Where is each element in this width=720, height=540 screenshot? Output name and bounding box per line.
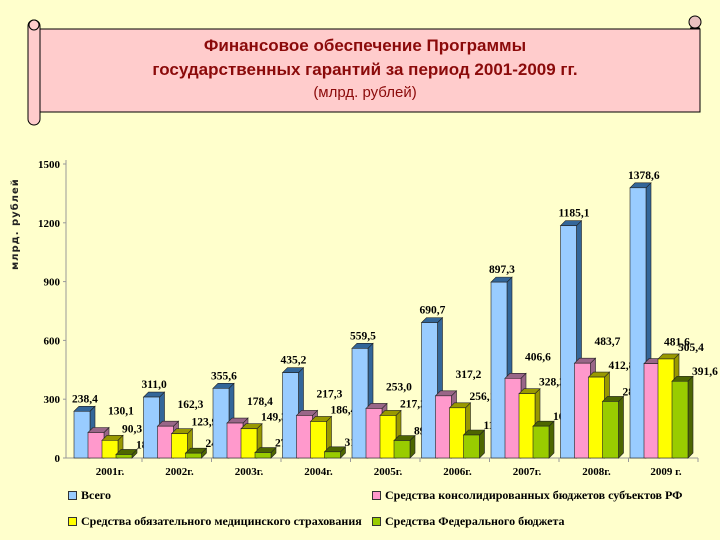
- data-label: 186,4: [331, 404, 357, 416]
- title-units: (млрд. рублей): [313, 84, 417, 101]
- x-tick-label: 2003г.: [235, 466, 264, 478]
- data-label: 130,1: [108, 406, 134, 418]
- data-label: 178,4: [247, 396, 273, 408]
- bar: [87, 432, 105, 459]
- bar: [560, 225, 577, 459]
- data-label: 149,3: [261, 412, 287, 424]
- bar: [379, 415, 397, 459]
- legend-label: Всего: [81, 488, 111, 502]
- x-tick-label: 2006г.: [443, 466, 472, 478]
- bar: [393, 440, 411, 459]
- data-label: 391,6: [692, 366, 718, 378]
- bar: [671, 380, 689, 459]
- bar: [518, 393, 536, 459]
- legend-label: Средства обязательного медицинского стра…: [81, 514, 362, 528]
- bar: [490, 281, 508, 459]
- x-tick-label: 2008г.: [582, 466, 611, 478]
- data-label: 328,2: [539, 377, 565, 389]
- data-label: 690,7: [420, 305, 446, 317]
- data-label: 505,4: [678, 342, 704, 354]
- bar: [657, 358, 675, 459]
- x-tick-label: 2002г.: [165, 466, 194, 478]
- bar: [171, 433, 188, 459]
- bar: [157, 425, 174, 459]
- legend-label: Средства консолидированных бюджетов субъ…: [385, 488, 683, 502]
- legend-item-federal: Средства Федерального бюджета: [372, 514, 565, 529]
- data-label: 483,7: [595, 336, 621, 348]
- bar: [143, 396, 160, 459]
- data-label: 311,0: [142, 379, 167, 391]
- data-label: 162,3: [178, 399, 204, 411]
- bar: [296, 415, 313, 459]
- legend-item-regional: Средства консолидированных бюджетов субъ…: [372, 488, 682, 503]
- data-label: 1185,1: [559, 208, 590, 220]
- bar: [226, 422, 244, 459]
- bar: [101, 440, 119, 459]
- x-tick-label: 2007г.: [513, 466, 542, 478]
- bar: [602, 401, 619, 459]
- bar: [115, 454, 133, 459]
- data-label: 355,6: [211, 370, 237, 382]
- title-scroll-banner: [27, 15, 702, 126]
- bar: [310, 421, 327, 459]
- bar: [365, 408, 383, 459]
- legend-item-total: Всего: [68, 488, 111, 503]
- legend-swatch-green-icon: [372, 517, 381, 526]
- y-tick-label: 1200: [38, 218, 61, 230]
- bar: [449, 407, 466, 459]
- x-tick-label: 2004г.: [304, 466, 333, 478]
- bar: [574, 362, 591, 459]
- title-line-2: государственных гарантий за период 2001-…: [152, 60, 578, 79]
- data-label: 897,3: [489, 264, 515, 276]
- bar: [532, 425, 550, 459]
- legend-label: Средства Федерального бюджета: [385, 514, 565, 528]
- bar: [240, 428, 258, 459]
- data-label: 412,8: [609, 360, 635, 372]
- y-tick-label: 1500: [38, 159, 61, 171]
- bar: [435, 395, 452, 459]
- data-label: 481,6: [664, 337, 690, 349]
- bar: [185, 452, 202, 459]
- data-label: 123,9: [192, 417, 218, 429]
- data-label: 253,0: [386, 381, 412, 393]
- y-tick-label: 300: [44, 394, 61, 406]
- data-label: 217,3: [317, 388, 343, 400]
- data-label: 406,6: [525, 351, 551, 363]
- chart-title: Финансовое обеспечение Программы государ…: [40, 34, 690, 104]
- data-label: 1378,6: [628, 170, 660, 182]
- data-label: 559,5: [350, 330, 376, 342]
- y-tick-label: 600: [44, 335, 61, 347]
- data-label: 238,4: [72, 393, 98, 405]
- bar: [254, 452, 272, 459]
- data-label: 256,1: [470, 391, 496, 403]
- bar: [282, 372, 299, 459]
- bar: [421, 322, 438, 459]
- bar: [588, 376, 605, 459]
- x-tick-label: 2001г.: [96, 466, 125, 478]
- bar: [351, 348, 369, 459]
- x-tick-label: 2005г.: [374, 466, 403, 478]
- legend-swatch-blue-icon: [68, 491, 77, 500]
- legend-item-oms: Средства обязательного медицинского стра…: [68, 514, 362, 529]
- bar: [73, 410, 91, 459]
- y-tick-label: 900: [44, 277, 61, 289]
- bar: [629, 187, 647, 459]
- legend-swatch-pink-icon: [372, 491, 381, 500]
- y-tick-label: 0: [55, 453, 61, 465]
- bar: [504, 378, 522, 459]
- data-label: 217,2: [400, 398, 426, 410]
- data-label: 90,3: [122, 423, 142, 435]
- bar: [463, 434, 480, 459]
- x-tick-label: 2009 г.: [650, 466, 682, 478]
- bar: [643, 363, 661, 459]
- data-label: 317,2: [456, 369, 482, 381]
- legend-swatch-yellow-icon: [68, 517, 77, 526]
- title-line-1: Финансовое обеспечение Программы: [203, 36, 527, 55]
- bar-chart: 0 300 600 900 1200 1500 2001г. 238,4 130,1 90,3 18…: [38, 159, 718, 478]
- bar: [324, 451, 341, 459]
- data-label: 435,2: [281, 355, 307, 367]
